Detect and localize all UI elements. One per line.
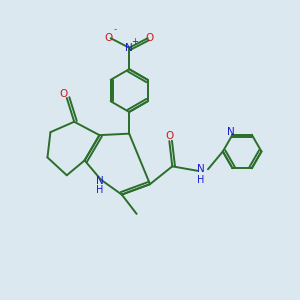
Text: O: O (60, 88, 68, 98)
Text: N: N (197, 164, 204, 174)
Text: N: N (227, 128, 235, 137)
Text: O: O (165, 131, 173, 141)
Text: N: N (96, 176, 103, 186)
Text: -: - (114, 26, 117, 34)
Text: O: O (146, 33, 154, 43)
Text: H: H (96, 184, 103, 194)
Text: +: + (131, 37, 138, 46)
Text: H: H (197, 175, 204, 185)
Text: N: N (125, 43, 133, 53)
Text: O: O (104, 33, 112, 43)
